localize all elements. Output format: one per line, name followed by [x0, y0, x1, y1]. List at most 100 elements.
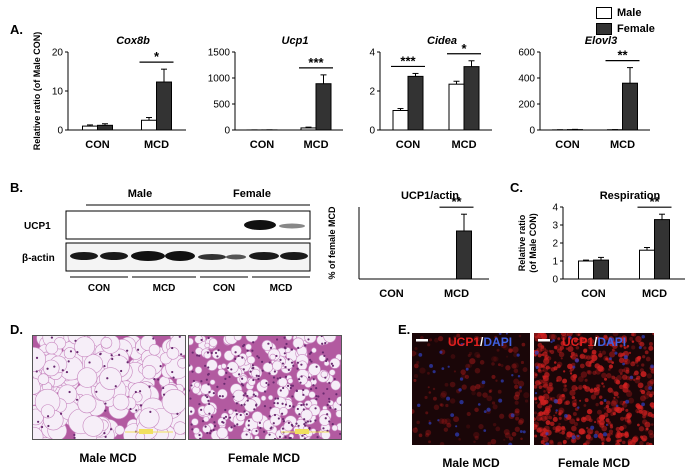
- ucp1-signal: [542, 375, 545, 378]
- adipocyte: [331, 424, 338, 432]
- ucp1-signal: [558, 351, 565, 358]
- nucleus: [207, 383, 210, 386]
- nucleus: [269, 346, 273, 349]
- nucleus: [300, 375, 303, 378]
- ucp1-signal: [543, 393, 550, 400]
- dapi-nucleus: [571, 435, 576, 440]
- ucp1-signal: [534, 396, 538, 401]
- ucp1-signal: [555, 425, 562, 432]
- histology-caption-female: Female MCD: [227, 451, 301, 465]
- ucp1-signal: [439, 392, 447, 399]
- ucp1-signal: [626, 418, 631, 423]
- ucp1-signal: [627, 438, 634, 445]
- nucleus: [308, 352, 311, 355]
- ucp1-signal: [467, 363, 473, 368]
- blot-row-label-actin: β-actin: [22, 253, 55, 264]
- nucleus: [76, 350, 79, 354]
- adipocyte: [320, 370, 328, 379]
- ucp1-signal: [630, 439, 636, 445]
- nucleus: [321, 342, 324, 345]
- dapi-nucleus: [447, 365, 450, 368]
- nucleus: [329, 406, 332, 409]
- ucp1-signal: [581, 429, 586, 435]
- ucp1-signal: [440, 403, 444, 407]
- nucleus: [103, 432, 106, 435]
- ucp1-signal: [534, 384, 538, 389]
- nucleus: [249, 370, 252, 373]
- nucleus: [208, 412, 211, 415]
- ucp1-signal: [639, 435, 643, 439]
- nucleus: [234, 357, 237, 361]
- ucp1-signal: [562, 378, 568, 384]
- ucp1-signal: [626, 390, 633, 397]
- nucleus: [95, 390, 98, 393]
- adipocyte: [254, 435, 260, 439]
- nucleus: [241, 377, 244, 380]
- nucleus: [315, 365, 318, 368]
- adipocyte: [203, 415, 210, 423]
- ucp1-signal: [444, 382, 449, 387]
- ucp1-signal: [474, 435, 479, 440]
- dapi-nucleus: [517, 374, 521, 378]
- nucleus: [210, 415, 213, 418]
- ucp1-signal: [550, 386, 554, 390]
- nucleus: [300, 363, 303, 366]
- dapi-nucleus: [437, 419, 440, 422]
- adipocyte: [141, 364, 157, 380]
- ucp1-signal: [560, 357, 563, 360]
- x-tick-label: CON: [396, 139, 421, 151]
- nucleus: [104, 435, 107, 438]
- ucp1-signal: [608, 368, 611, 371]
- ucp1-signal: [556, 364, 561, 369]
- adipocyte: [269, 353, 277, 361]
- ucp1-signal: [534, 372, 538, 379]
- nucleus: [191, 370, 194, 373]
- legend-male-swatch: [596, 7, 612, 19]
- nucleus: [221, 395, 224, 398]
- nucleus: [276, 397, 280, 400]
- dapi-nucleus: [534, 350, 539, 355]
- ucp1-signal: [518, 418, 525, 424]
- ucp1-signal: [572, 373, 578, 379]
- ucp1-signal: [586, 355, 591, 360]
- ucp1-signal: [495, 426, 501, 432]
- ucp1-signal: [413, 374, 419, 379]
- ucp1-signal: [539, 333, 546, 337]
- nucleus: [248, 428, 251, 431]
- adipocyte: [33, 426, 44, 439]
- adipocyte: [173, 421, 185, 435]
- ucp1-signal: [571, 425, 577, 432]
- ucp1-signal: [537, 368, 541, 372]
- ucp1-signal: [620, 432, 625, 437]
- ucp1-signal: [425, 411, 429, 415]
- ucp1-signal: [646, 373, 652, 379]
- nucleus: [304, 344, 307, 347]
- adipocyte: [259, 378, 269, 388]
- nucleus: [281, 427, 285, 430]
- nucleus: [69, 350, 73, 353]
- bar-female-mcd: [463, 66, 480, 131]
- ucp1-signal: [465, 363, 471, 369]
- ucp1-signal: [652, 333, 654, 336]
- ucp1-signal: [550, 421, 555, 427]
- nucleus: [274, 397, 277, 400]
- ucp1-signal: [546, 386, 553, 393]
- ucp1-signal: [619, 372, 623, 376]
- ucp1-signal: [534, 380, 541, 386]
- ucp1-signal: [520, 360, 525, 365]
- ucp1-signal: [613, 396, 616, 399]
- ucp1-signal: [643, 393, 650, 400]
- x-tick-label: CON: [250, 139, 275, 151]
- ucp1-signal: [596, 336, 600, 340]
- nucleus: [309, 420, 312, 423]
- nucleus: [269, 406, 272, 409]
- adipocyte: [226, 361, 239, 374]
- nucleus: [234, 409, 238, 412]
- fluorescence-caption-male: Male MCD: [442, 456, 500, 470]
- ucp1-signal: [479, 360, 485, 365]
- ucp1-signal: [648, 341, 653, 346]
- dapi-nucleus: [629, 375, 634, 380]
- adipocyte: [300, 409, 313, 421]
- ucp1-signal: [414, 347, 418, 351]
- ucp1-signal: [559, 431, 562, 434]
